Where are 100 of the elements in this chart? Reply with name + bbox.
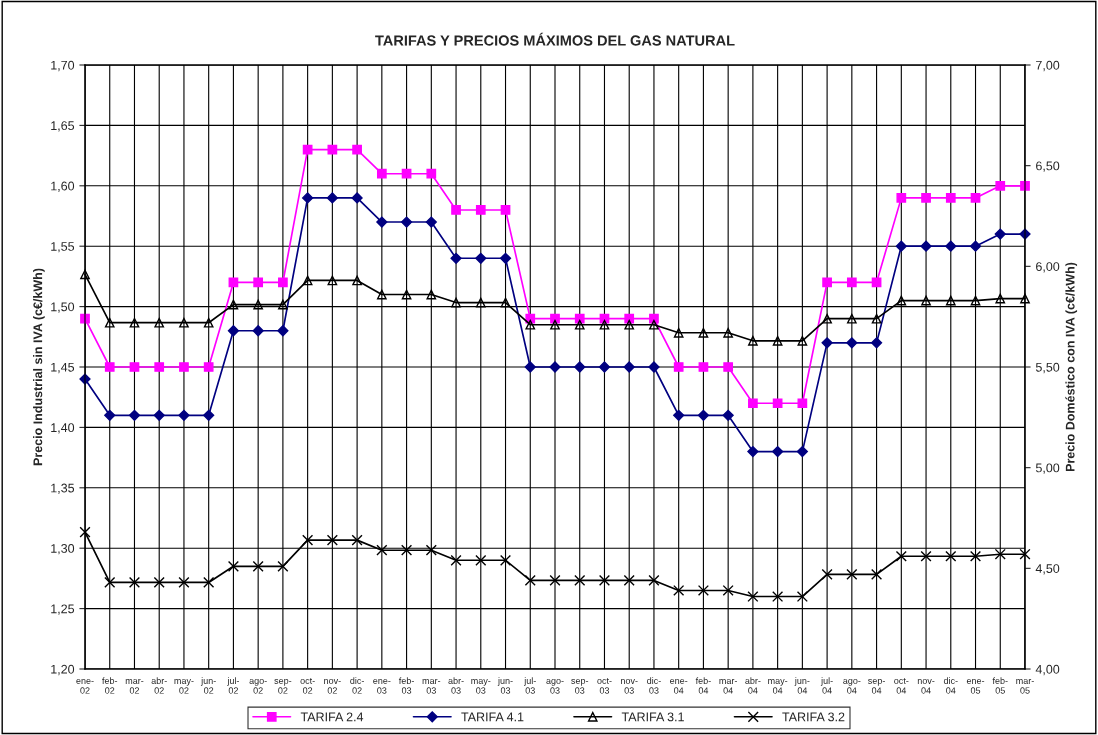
point [376,544,388,556]
point [376,289,387,300]
point [599,319,610,330]
point [227,560,239,572]
point [796,445,808,458]
point [278,277,288,288]
x-tick-label: mar-05 [1016,679,1034,694]
point [179,362,189,372]
point [821,337,833,349]
point [945,550,957,562]
x-tick-label: mar-02 [125,679,144,694]
y2-tick-label: 6,50 [1036,161,1060,172]
y-tick-label: 1,30 [51,544,75,555]
y-tick-label: 1,50 [51,302,75,313]
point [352,144,362,155]
point [920,550,932,562]
point [846,313,857,324]
point [401,544,413,556]
point [574,574,586,586]
x-tick-label: jul-03 [524,677,536,694]
point [302,192,314,204]
y2-tick-label: 5,50 [1035,362,1060,374]
x-tick-label: nov-02 [324,679,341,694]
point [673,362,684,372]
point [253,277,264,288]
point [945,193,956,203]
point [748,398,758,409]
point [277,560,289,572]
y-tick-label: 1,20 [51,664,75,676]
point [723,327,734,338]
point [698,327,709,338]
y-tick-label: 1,35 [51,483,75,494]
point [104,409,116,421]
point [772,335,783,346]
point [178,576,190,588]
point [747,590,759,603]
point [747,445,759,458]
point [821,568,833,580]
point [698,362,709,372]
point [673,584,685,597]
x-tick-label: dic-04 [943,677,958,694]
point [475,252,487,264]
point [995,180,1006,191]
point [401,289,412,300]
point [425,544,437,556]
point [871,568,883,580]
point [649,319,659,330]
point [252,560,264,572]
point [203,576,215,588]
point [624,319,635,330]
point [376,216,388,228]
point [920,240,932,252]
point [153,576,165,588]
point [277,325,289,337]
point [772,445,784,458]
point [697,584,709,597]
y2-tick-label: 5,00 [1035,463,1060,474]
point [895,240,907,252]
legend-label: TARIFA 4.1 [461,712,524,722]
point [475,554,487,566]
legend-label: TARIFA 2.4 [300,712,364,722]
x-tick-label: ago-02 [249,679,267,694]
point [203,362,214,372]
point [525,319,536,330]
point [179,317,189,328]
point [623,361,635,373]
x-tick-label: abr-02 [151,677,167,694]
point [451,297,461,308]
point [228,299,239,310]
x-tick-label: jun-04 [794,677,810,694]
y2-tick-label: 4,00 [1035,664,1060,676]
x-tick-label: jun-02 [200,677,216,694]
point [401,168,412,179]
y-tick-label: 1,60 [51,181,75,192]
point [796,590,808,603]
x-tick-label: ago-03 [546,679,564,694]
x-tick-label: nov-04 [917,679,935,694]
point [598,361,611,373]
x-tick-label: abr-04 [745,677,761,694]
y-tick-label: 1,45 [51,362,75,374]
point [722,584,734,597]
x-tick-label: ene-04 [670,679,688,694]
point [797,398,808,409]
x-tick-label: ago-04 [843,679,861,694]
x-tick-label: jun-03 [497,677,513,694]
x-tick-label: may-04 [768,679,788,694]
point [400,216,413,228]
point [1020,293,1030,304]
x-tick-label: abr-03 [448,677,464,694]
legend-label: TARIFA 3.2 [782,712,845,722]
point [252,325,264,337]
x-tick-label: ene-03 [373,679,391,694]
point [896,295,907,306]
point [895,550,907,562]
point [153,409,165,421]
point [574,319,585,330]
point [253,299,264,310]
point [203,409,215,421]
point [326,192,338,204]
point [451,205,461,215]
